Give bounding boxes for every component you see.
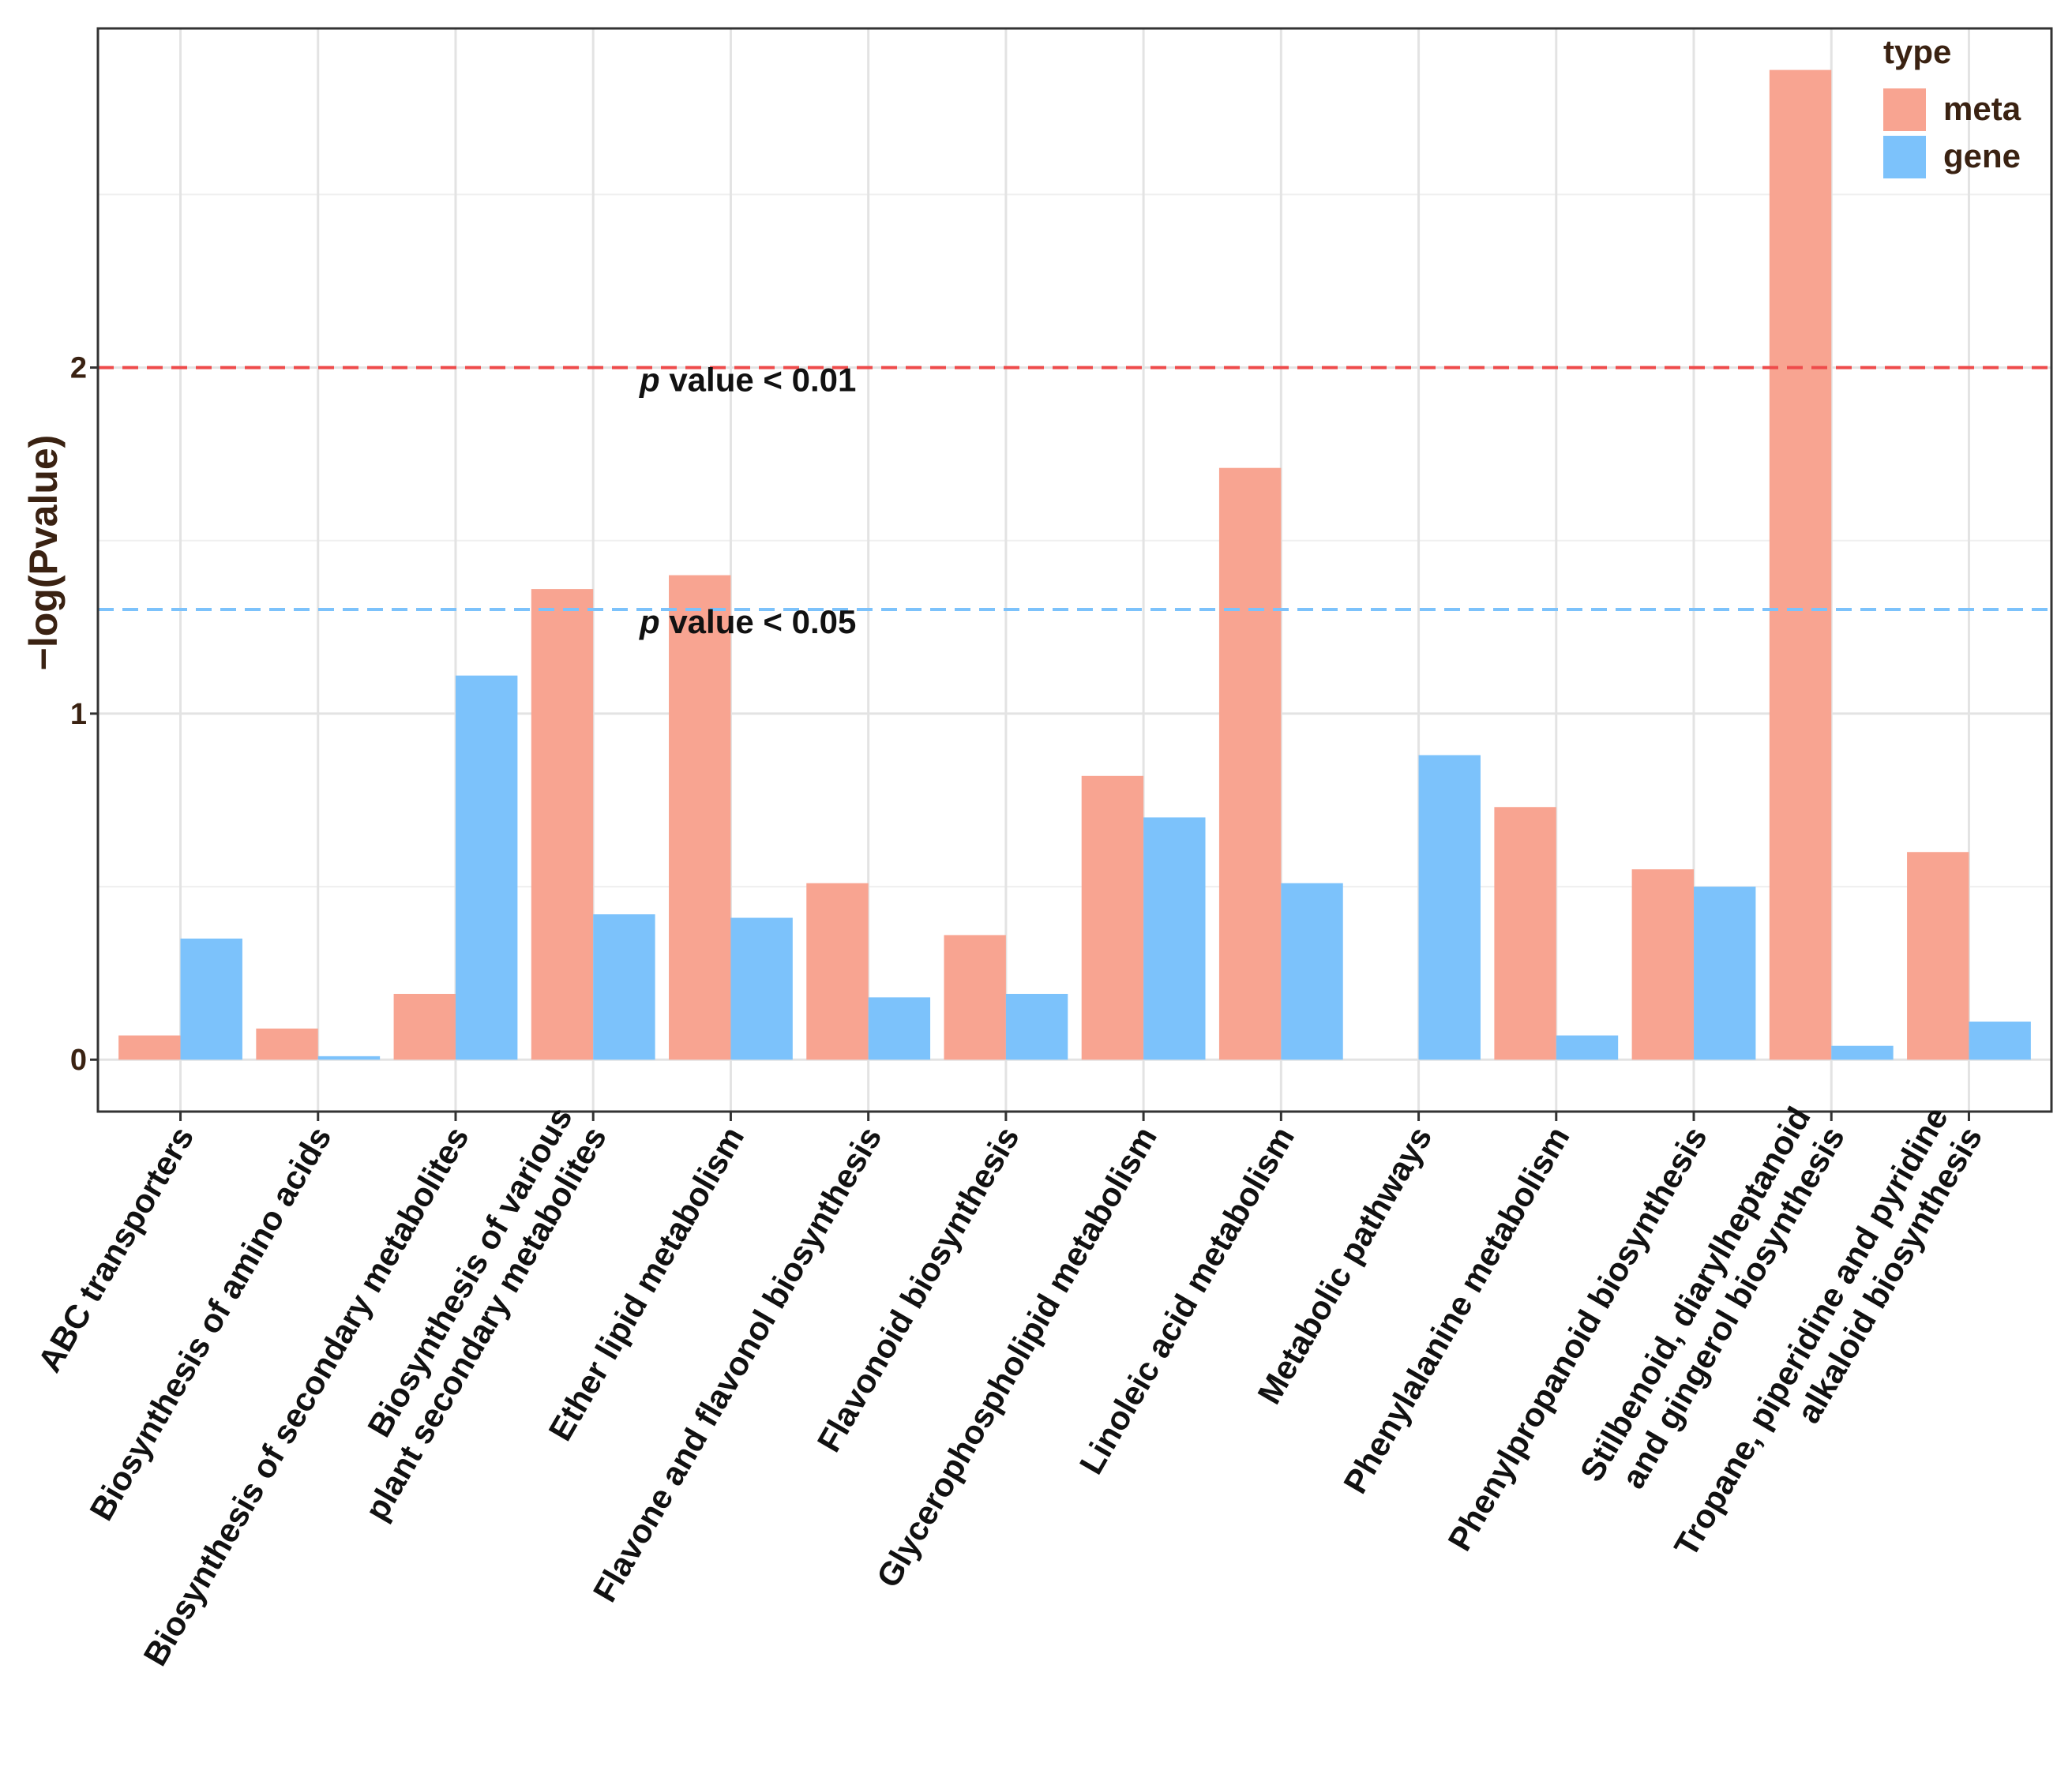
bar-gene (1281, 883, 1343, 1060)
category-label: ABC transporters (31, 1120, 201, 1378)
bar-gene (1969, 1022, 2031, 1060)
threshold-label: p value < 0.01 (639, 362, 856, 399)
category-label: Biosynthesis of amino acids (82, 1120, 338, 1527)
bar-meta (669, 575, 731, 1060)
bar-meta (1631, 869, 1695, 1060)
category-label: Phenylalanine metabolism (1336, 1120, 1576, 1499)
bar-gene (868, 997, 931, 1060)
category-label: Flavone and flavonol biosynthesis (586, 1120, 889, 1608)
legend-label-meta: meta (1943, 90, 2021, 127)
bar-meta (1218, 467, 1282, 1060)
bar-gene (180, 938, 242, 1060)
bar-gene (730, 917, 793, 1060)
bar-meta (531, 589, 594, 1060)
bar-meta (1769, 69, 1832, 1060)
bar-meta (256, 1028, 318, 1060)
bar-gene (1694, 887, 1756, 1060)
threshold-label: p value < 0.05 (639, 603, 856, 640)
bar-meta (393, 993, 456, 1060)
y-tick-label: 0 (70, 1044, 87, 1077)
legend-swatch-meta (1883, 88, 1926, 131)
plot-border (96, 27, 2053, 1113)
legend-swatch-gene (1883, 136, 1926, 178)
bar-meta (944, 935, 1006, 1060)
bar-meta (1081, 775, 1144, 1060)
category-label-group: Glycerophospholipid metabolism (869, 1120, 1164, 1593)
category-label: Glycerophospholipid metabolism (869, 1120, 1164, 1593)
category-label-group: ABC transporters (31, 1120, 201, 1378)
bar-gene (1418, 755, 1481, 1060)
category-label-group: Biosynthesis of amino acids (82, 1120, 338, 1527)
y-tick-label: 2 (70, 352, 87, 385)
bar-gene (1831, 1045, 1894, 1060)
bar-gene (317, 1056, 381, 1060)
bar-gene (455, 675, 518, 1060)
category-label-group: Flavone and flavonol biosynthesis (586, 1120, 889, 1608)
y-axis-title: −log(Pvalue) (21, 435, 66, 671)
bar-gene (593, 914, 655, 1060)
legend-label-gene: gene (1943, 137, 2021, 174)
bar-gene (1143, 817, 1206, 1060)
bar-meta (1494, 807, 1556, 1060)
plot-panel (98, 28, 2051, 1112)
bar-meta (118, 1035, 181, 1060)
legend-title: type (1883, 33, 1951, 70)
bar-gene (1556, 1035, 1619, 1060)
y-tick-label: 1 (70, 698, 87, 731)
bar-gene (1005, 993, 1068, 1060)
category-label-group: Phenylalanine metabolism (1336, 1120, 1576, 1499)
bar-meta (806, 883, 869, 1060)
bar-meta (1907, 852, 1969, 1060)
